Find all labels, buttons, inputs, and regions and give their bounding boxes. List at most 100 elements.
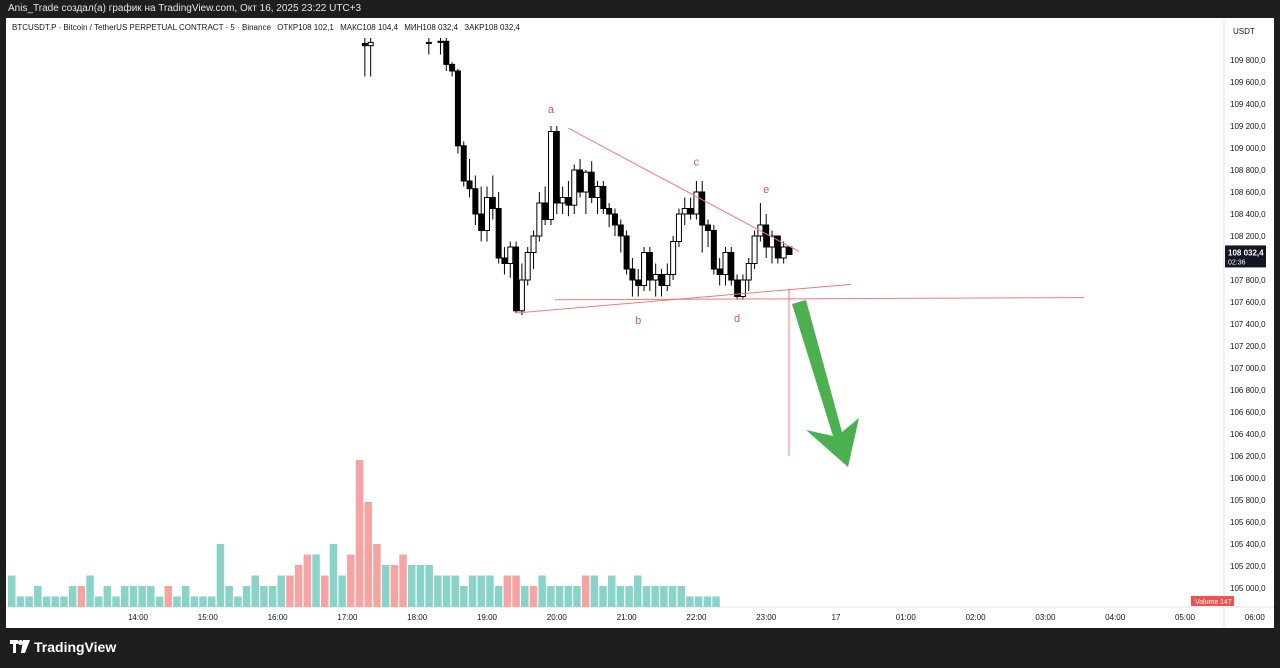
candle-body	[710, 230, 717, 270]
price-chart[interactable]: USDT 109 800,0 109 600,0 109 400,0 109 200,0…	[6, 18, 1274, 628]
upper-trendline[interactable]	[568, 127, 800, 252]
price-tick-label: 108 400,0	[1230, 210, 1266, 219]
price-tick-label: 107 200,0	[1230, 342, 1266, 351]
volume-bar	[581, 575, 590, 607]
volume-bar	[625, 586, 633, 607]
volume-bar	[608, 575, 616, 607]
volume-bar	[564, 586, 572, 607]
time-tick-label: 23:00	[756, 613, 777, 622]
volume-bar	[312, 554, 320, 607]
volume-bar	[216, 544, 225, 607]
volume-bar	[8, 575, 16, 607]
price-tick-label: 107 800,0	[1230, 276, 1266, 285]
volume-bar	[260, 586, 268, 607]
price-tick-label: 105 800,0	[1230, 496, 1266, 505]
volume-bar	[234, 596, 242, 607]
candle-body	[443, 40, 450, 65]
volume-bar	[173, 596, 181, 607]
time-tick-label: 20:00	[547, 613, 568, 622]
candle-body	[536, 202, 543, 237]
volume-bar	[34, 586, 42, 607]
chart-caption: Anis_Trade создал(а) график на TradingVi…	[0, 0, 1280, 18]
volume-bar	[251, 575, 259, 607]
volume-bar	[147, 586, 155, 607]
price-tick-label: 108 200,0	[1230, 232, 1266, 241]
volume-bar	[408, 565, 416, 607]
volume-bar	[599, 586, 607, 607]
volume-bar	[460, 586, 468, 607]
price-tick-label: 105 000,0	[1230, 584, 1266, 593]
candle-body	[728, 252, 735, 281]
candle-body	[600, 186, 607, 209]
chart-frame[interactable]: USDT 109 800,0 109 600,0 109 400,0 109 200,0…	[6, 18, 1274, 628]
candle-body	[524, 252, 531, 281]
candle-body	[507, 246, 514, 264]
time-tick-label: 15:00	[198, 613, 219, 622]
volume-bar	[425, 565, 433, 607]
volume-bar	[16, 596, 25, 607]
volume-bar	[416, 565, 425, 607]
volume-tag-value: 147	[1220, 599, 1232, 606]
lower-trendline[interactable]	[516, 283, 852, 314]
volume-bar	[199, 596, 207, 607]
price-tick-label: 109 800,0	[1230, 56, 1266, 65]
candle-body	[681, 208, 688, 215]
volume-bar	[573, 586, 581, 607]
time-tick-label: 22:00	[686, 613, 707, 622]
footer: TradingView	[0, 628, 1280, 668]
volume-bar	[208, 596, 216, 607]
volume-bar	[95, 596, 103, 607]
candle-body	[774, 235, 781, 259]
price-tick-label: 106 600,0	[1230, 408, 1266, 417]
volume-bar	[651, 586, 659, 607]
candle-body	[670, 241, 677, 275]
tradingview-logo[interactable]: TradingView	[10, 639, 116, 655]
volume-bar	[477, 575, 485, 607]
candle-body	[763, 224, 770, 248]
volume-bar	[503, 575, 512, 607]
volume-bar	[538, 575, 546, 607]
candle-body	[582, 171, 589, 193]
volume-bar	[112, 596, 120, 607]
volume-bar	[355, 460, 364, 607]
candle-body	[518, 279, 525, 312]
price-tick-label: 108 800,0	[1230, 166, 1266, 175]
candle-body	[437, 40, 444, 43]
volume-bar	[294, 565, 303, 607]
candle-body	[542, 202, 549, 220]
candle-body	[652, 274, 659, 281]
time-tick-label: 02:00	[966, 613, 987, 622]
candle-body	[739, 279, 746, 297]
candle-body	[611, 213, 618, 226]
time-tick-label: 05:00	[1175, 613, 1196, 622]
volume-bar	[25, 596, 33, 607]
candle-body	[693, 191, 700, 215]
volume-bar	[547, 586, 555, 607]
candle-body	[449, 63, 456, 72]
volume-bar	[121, 586, 129, 607]
candle-body	[501, 257, 508, 264]
volume-bar	[268, 586, 277, 607]
candle-body	[553, 131, 560, 204]
price-tick-label: 105 400,0	[1230, 540, 1266, 549]
candle-body	[687, 208, 694, 215]
candle-body	[780, 246, 787, 259]
candle-body	[658, 274, 665, 286]
volume-bar	[668, 586, 677, 607]
candle-body	[577, 169, 584, 193]
price-tick-label: 107 600,0	[1230, 298, 1266, 307]
volume-bar	[190, 596, 199, 607]
volume-bar	[42, 596, 51, 607]
volume-bar	[642, 586, 651, 607]
price-tick-label: 106 800,0	[1230, 386, 1266, 395]
volume-bar	[321, 575, 329, 607]
price-tick-label: 106 000,0	[1230, 474, 1266, 483]
candle-body	[734, 279, 741, 297]
wave-label-d: d	[734, 313, 740, 325]
time-tick-label: 04:00	[1105, 613, 1126, 622]
candle-body	[588, 171, 595, 198]
volume-bar	[347, 554, 355, 607]
volume-bar	[442, 575, 451, 607]
support-line[interactable]	[554, 297, 1085, 301]
volume-tag	[1191, 596, 1234, 606]
